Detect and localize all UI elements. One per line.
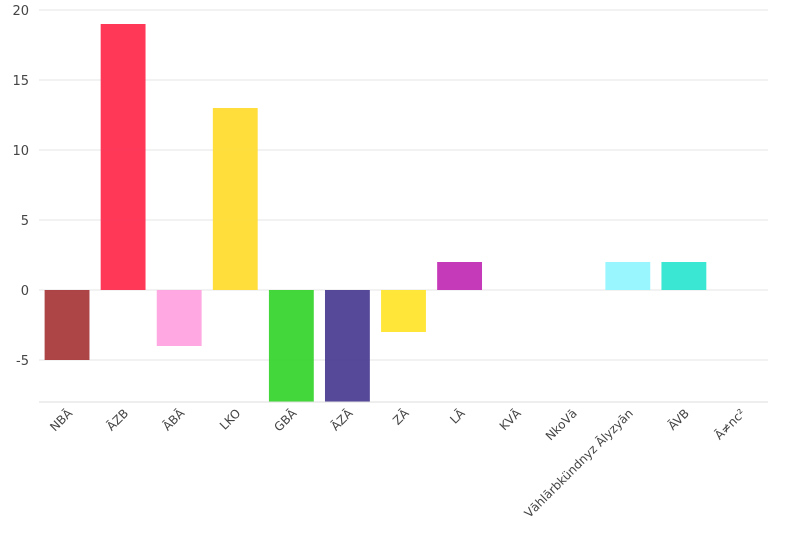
bar: [605, 262, 651, 290]
x-tick-label: NBĀ: [47, 406, 75, 434]
x-tick-label: KVĀ: [497, 406, 525, 434]
x-tick-label: ĀZĀ: [328, 406, 356, 434]
y-tick-label: 0: [21, 284, 29, 299]
y-tick-label: 10: [12, 144, 29, 159]
bar: [212, 108, 258, 290]
bar: [100, 24, 146, 290]
bar: [324, 290, 370, 402]
x-tick-label: ĀVB: [665, 406, 692, 433]
bar: [156, 290, 202, 346]
bar: [661, 262, 707, 290]
bar: [268, 290, 314, 402]
x-tick-label: ĀBĀ: [160, 406, 188, 434]
x-tick-label: LĀ: [447, 406, 468, 427]
x-tick-label: GBĀ: [271, 406, 300, 435]
y-tick-label: 5: [21, 214, 29, 229]
y-tick-label: 15: [12, 74, 29, 89]
y-tick-label: 20: [12, 4, 29, 19]
x-tick-label: Vāhlārbkündnyz Ālyzyān: [522, 406, 636, 520]
bar: [437, 262, 483, 290]
x-tick-label: ZĀ: [390, 406, 412, 428]
bars: [44, 24, 707, 402]
bar: [44, 290, 90, 360]
x-axis-ticks: NBĀ ĀZB ĀBĀ LKO GBĀ ĀZĀ ZĀ LĀ KVĀ NkoVāVāhlārbkün…: [47, 406, 748, 521]
bar: [381, 290, 426, 332]
x-tick-label: ĀZB: [104, 406, 131, 433]
y-axis-ticks: -5 0 5 10 15 20: [12, 4, 29, 369]
x-tick-label: LKO: [217, 406, 243, 432]
x-tick-label: Ā≠nc²: [712, 406, 748, 442]
x-tick-label: NkoVā: [543, 406, 580, 443]
y-tick-label: -5: [16, 354, 29, 369]
